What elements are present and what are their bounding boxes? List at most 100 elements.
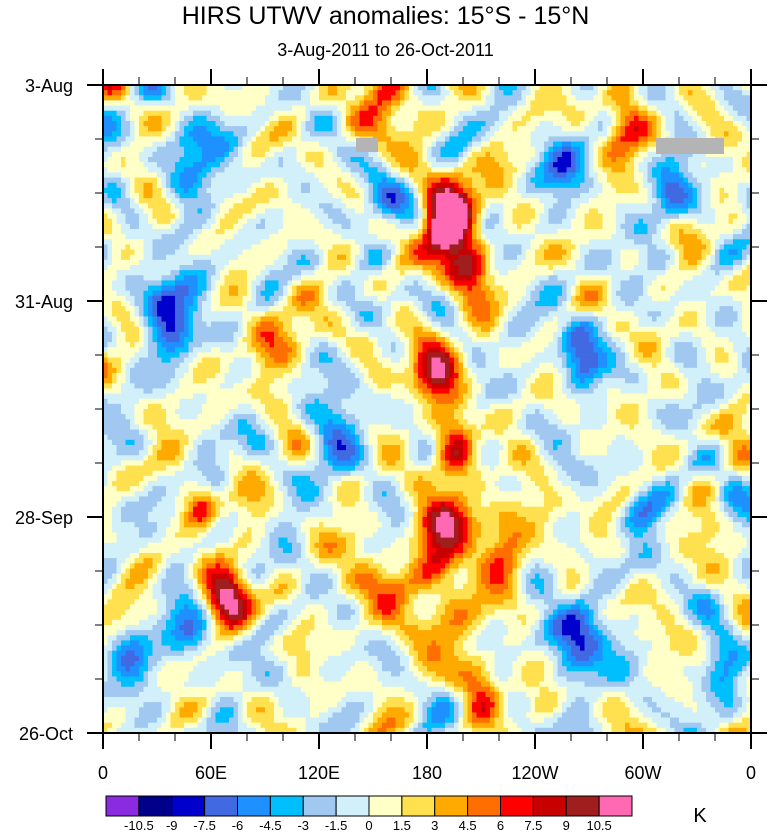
heatmap-cell [112,162,118,168]
heatmap-cell [130,239,136,246]
heatmap-cell [436,244,442,251]
heatmap-cell [490,234,496,240]
heatmap-cell [283,167,289,174]
heatmap-cell [638,167,644,174]
heatmap-cell [206,90,212,96]
heatmap-cell [652,182,658,189]
heatmap-cell [193,162,199,168]
heatmap-cell [143,126,149,132]
heatmap-cell [229,141,235,148]
heatmap-cell [481,85,487,91]
heatmap-cell [746,115,752,122]
heatmap-cell [449,126,455,132]
heatmap-cell [373,193,379,199]
heatmap-cell [278,229,284,235]
heatmap-cell [719,218,725,225]
heatmap-cell [148,146,154,153]
heatmap-cell [269,182,275,189]
heatmap-cell [679,239,685,246]
heatmap-cell [296,110,302,117]
heatmap-cell [530,223,536,230]
heatmap-cell [436,131,442,138]
heatmap-cell [229,172,235,179]
heatmap-cell [701,172,707,179]
heatmap-cell [157,239,163,246]
heatmap-cell [598,85,604,91]
heatmap-cell [643,208,649,215]
heatmap-cell [508,208,514,215]
heatmap-cell [598,198,604,204]
heatmap-cell [661,172,667,179]
heatmap-cell [526,244,532,251]
heatmap-cell [719,203,725,210]
heatmap-cell [674,208,680,215]
heatmap-cell [706,126,712,132]
heatmap-cell [166,131,172,138]
heatmap-cell [247,229,253,235]
heatmap-cell [670,203,676,210]
heatmap-cell [620,198,626,204]
heatmap-cell [341,105,347,112]
heatmap-cell [485,100,491,107]
heatmap-cell [548,131,554,138]
heatmap-cell [386,208,392,215]
heatmap-cell [737,249,743,256]
heatmap-cell [242,167,248,174]
heatmap-cell [485,239,491,246]
heatmap-cell [571,254,577,261]
heatmap-cell [634,157,640,163]
heatmap-cell [148,244,154,251]
heatmap-cell [472,193,478,199]
heatmap-cell [292,208,298,215]
heatmap-cell [265,115,271,122]
heatmap-cell [107,136,113,143]
heatmap-cell [724,208,730,215]
heatmap-cell [319,141,325,148]
heatmap-cell [733,100,739,107]
heatmap-cell [197,208,203,215]
heatmap-cell [179,213,185,220]
heatmap-cell [692,121,698,127]
heatmap-cell [625,182,631,189]
heatmap-cell [566,203,572,210]
heatmap-cell [629,254,635,261]
heatmap-cell [409,167,415,174]
heatmap-cell [355,234,361,240]
heatmap-cell [175,177,181,184]
heatmap-cell [679,213,685,220]
heatmap-cell [260,208,266,215]
heatmap-cell [341,208,347,215]
heatmap-cell [643,172,649,179]
heatmap-cell [341,100,347,107]
heatmap-cell [233,244,239,251]
heatmap-cell [494,218,500,225]
heatmap-cell [391,244,397,251]
heatmap-cell [382,146,388,153]
heatmap-cell [386,110,392,117]
heatmap-cell [431,115,437,122]
heatmap-cell [472,259,478,266]
heatmap-cell [103,126,109,132]
heatmap-cell [269,141,275,148]
heatmap-cell [202,172,208,179]
heatmap-cell [224,105,230,112]
heatmap-cell [409,218,415,225]
heatmap-cell [688,239,694,246]
heatmap-cell [625,141,631,148]
heatmap-cell [679,151,685,158]
heatmap-cell [476,90,482,96]
heatmap-cell [161,218,167,225]
heatmap-cell [611,141,617,148]
heatmap-cell [530,167,536,174]
heatmap-cell [373,254,379,261]
heatmap-cell [661,95,667,102]
heatmap-cell [395,249,401,256]
heatmap-cell [607,141,613,148]
heatmap-cell [121,126,127,132]
heatmap-cell [215,162,221,168]
heatmap-cell [395,151,401,158]
heatmap-cell [661,249,667,256]
heatmap-cell [598,126,604,132]
heatmap-cell [197,223,203,230]
heatmap-cell [130,131,136,138]
